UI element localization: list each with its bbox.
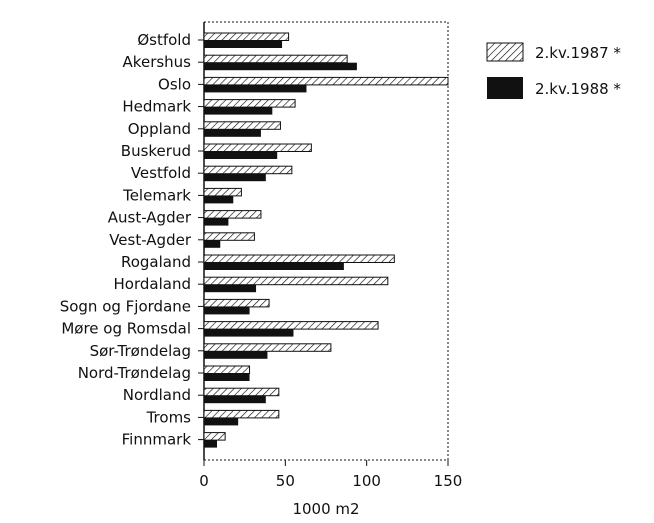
x-axis-title: 1000 m2 [292,500,359,518]
legend-label-1987: 2.kv.1987 * [535,44,621,62]
bar-1987 [203,298,270,308]
bar-1987 [203,187,242,197]
category-label: Troms [146,408,192,426]
bar-1987 [203,210,262,219]
bar-1987 [203,143,312,152]
x-tick-label: 50 [276,472,295,490]
bar-1988 [204,329,294,337]
legend-swatch-hatched [486,42,524,62]
bar-1987 [203,343,332,352]
category-label: Oslo [158,75,191,93]
bar-1988 [204,395,266,404]
category-label: Vest-Agder [109,231,192,249]
bar-1987 [203,32,290,41]
bar-1988 [204,84,307,93]
category-label: Oppland [128,120,191,138]
bar-1988 [204,129,261,137]
category-label: Nord-Trøndelag [78,364,191,382]
category-label: Rogaland [121,253,191,271]
bar-1987 [203,365,251,374]
category-label: Nordland [123,386,191,404]
bar-1988 [204,351,268,359]
category-label: Sør-Trøndelag [90,342,191,360]
bar-1988 [204,373,250,381]
category-label: Akershus [123,53,192,71]
bar-1988 [204,173,266,182]
bar-1987 [203,321,379,330]
category-label: Møre og Romsdal [61,320,191,338]
x-tick-label: 150 [434,472,463,490]
bar-1987 [203,165,293,175]
legend-item-1987: 2.kv.1987 * [486,42,621,62]
legend: 2.kv.1987 * 2.kv.1988 * [486,42,621,99]
bar-1987 [203,99,296,108]
bar-1987 [203,121,281,130]
bar-1988 [204,107,273,115]
bar-1988 [204,195,234,204]
bar-1987 [203,387,280,397]
x-tick-label: 100 [352,472,381,490]
category-label: Aust-Agder [108,209,192,227]
bar-1988 [204,151,278,159]
legend-label-1988: 2.kv.1988 * [535,80,621,98]
category-label: Sogn og Fjordane [60,297,191,315]
legend-item-1988: 2.kv.1988 * [487,77,621,99]
bar-1987 [203,409,280,419]
category-label: Telemark [122,186,191,204]
bar-1988 [204,417,239,426]
bar-1987 [203,254,395,263]
category-labels: Østfold Akershus Oslo Hedmark Oppland Buskeru… [60,31,204,449]
category-label: Buskerud [121,142,191,160]
category-label: Finnmark [122,431,192,449]
category-label: Hordaland [114,275,191,293]
bars [203,32,449,448]
bar-1988 [204,262,344,270]
bar-1988 [204,62,357,71]
bar-1987 [203,76,449,86]
bar-1988 [204,306,250,315]
bar-1987 [203,232,255,241]
x-tick-label: 0 [199,472,209,490]
bar-1987 [203,432,226,441]
bar-1988 [204,440,218,448]
bar-1988 [204,218,229,226]
bar-1988 [204,240,221,248]
bar-1987 [203,276,389,286]
category-label: Hedmark [122,98,191,116]
category-label: Østfold [137,31,191,49]
bar-1987 [203,54,348,64]
category-label: Vestfold [131,164,191,182]
x-axis-ticks: 0 50 100 150 [199,460,462,490]
bar-1988 [204,284,257,293]
legend-swatch-solid [487,77,523,99]
bar-1988 [204,40,283,48]
